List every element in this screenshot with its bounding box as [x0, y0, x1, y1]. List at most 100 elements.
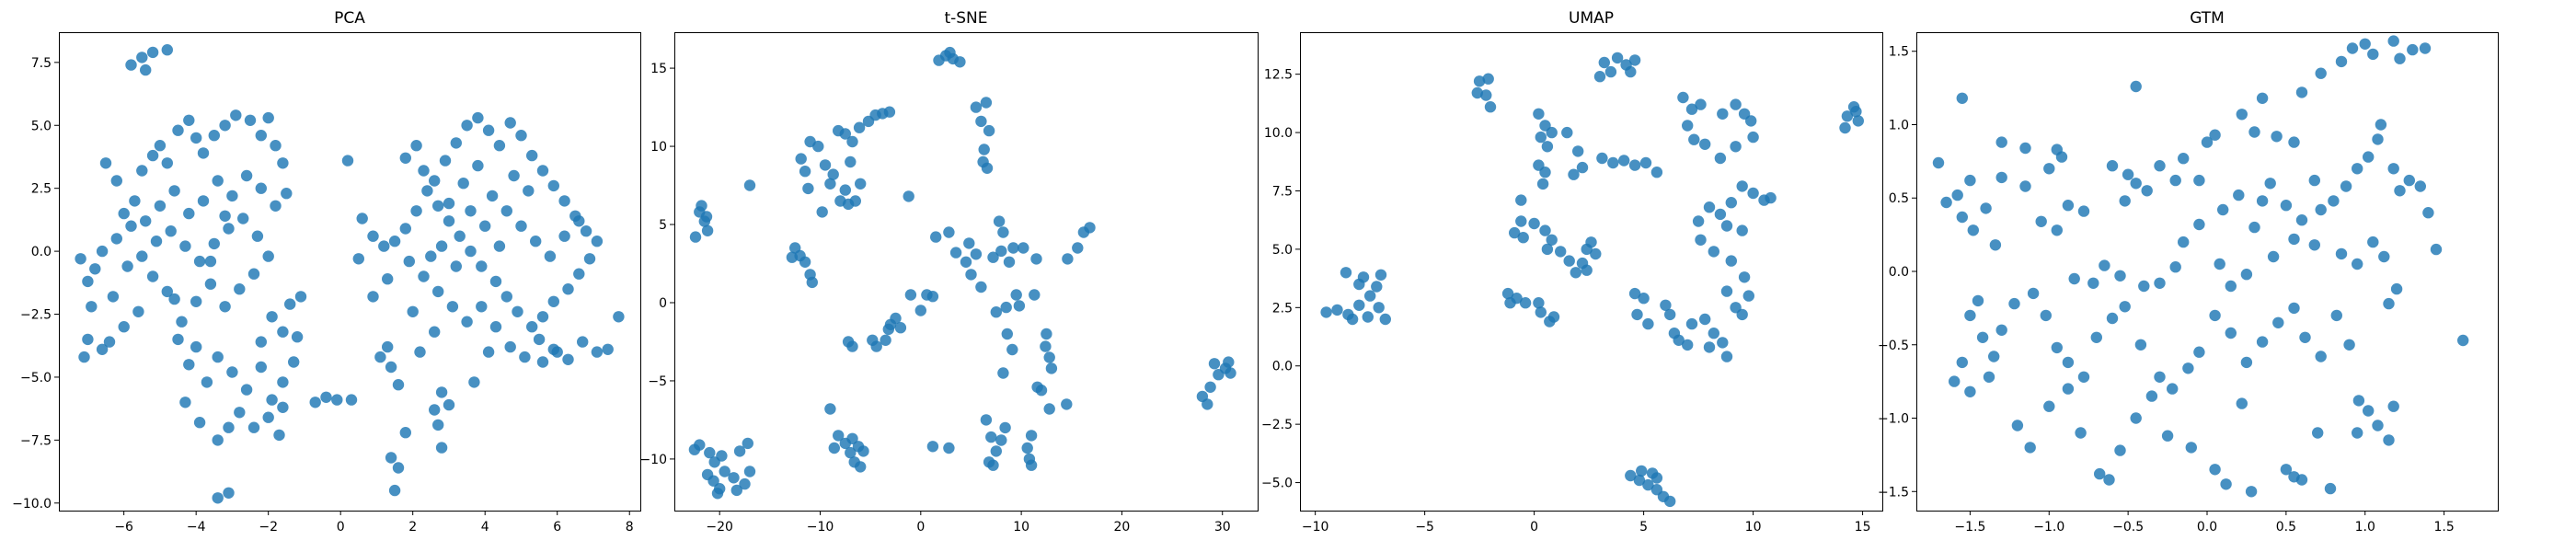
- scatter-point: [284, 298, 296, 310]
- scatter-point: [1660, 299, 1672, 311]
- scatter-point: [331, 394, 343, 406]
- scatter-point: [136, 250, 148, 262]
- y-tick-label: 12.5: [1264, 68, 1293, 83]
- scatter-point: [2119, 195, 2131, 207]
- scatter-point: [983, 124, 995, 137]
- scatter-point: [1638, 293, 1650, 305]
- scatter-point: [2008, 297, 2020, 310]
- scatter-point: [461, 120, 473, 132]
- scatter-point: [1995, 136, 2007, 148]
- scatter-point: [1631, 308, 1643, 321]
- scatter-point: [816, 206, 828, 218]
- scatter-point: [140, 215, 152, 227]
- scatter-point: [2256, 92, 2269, 105]
- scatter-point: [1967, 224, 1979, 236]
- scatter-point: [558, 230, 570, 242]
- x-tick-label: −5: [1415, 520, 1434, 535]
- scatter-point: [2141, 185, 2153, 197]
- x-tick-label: 6: [553, 520, 561, 535]
- x-tick-label: 0: [916, 520, 925, 535]
- scatter-point: [1742, 290, 1755, 302]
- scatter-point: [1590, 247, 1602, 260]
- scatter-point: [562, 353, 574, 365]
- scatter-point: [819, 159, 832, 171]
- scatter-point: [465, 205, 477, 217]
- scatter-point: [1949, 375, 1961, 387]
- scatter-point: [472, 111, 484, 124]
- scatter-point: [1839, 121, 1851, 134]
- scatter-point: [2130, 80, 2142, 93]
- scatter-point: [2248, 221, 2260, 234]
- scatter-point: [1983, 371, 1995, 383]
- scatter-point: [2220, 478, 2232, 490]
- scatter-point: [2178, 236, 2190, 248]
- scatter-point: [1533, 108, 1545, 120]
- scatter-point: [700, 211, 713, 223]
- points-group: [75, 44, 625, 504]
- scatter-point: [1480, 89, 1492, 101]
- scatter-point: [1628, 159, 1641, 171]
- scatter-point: [2312, 427, 2324, 439]
- scatter-point: [2040, 309, 2052, 322]
- scatter-point: [2024, 442, 2036, 454]
- scatter-point: [1031, 381, 1043, 393]
- scatter-point: [2267, 250, 2280, 263]
- scatter-point: [399, 427, 411, 439]
- scatter-point: [2019, 180, 2031, 192]
- scatter-point: [446, 301, 459, 313]
- scatter-point: [558, 195, 570, 207]
- scatter-point: [846, 432, 858, 444]
- y-tick-label: 10: [650, 140, 667, 155]
- scatter-point: [997, 367, 1009, 379]
- scatter-point: [255, 336, 267, 348]
- scatter-point: [2419, 42, 2432, 54]
- x-tick-label: 4: [481, 520, 489, 535]
- scatter-point: [2051, 224, 2063, 236]
- scatter-point: [172, 333, 184, 346]
- scatter-point: [2099, 259, 2110, 271]
- scatter-point: [476, 301, 488, 313]
- scatter-point: [2340, 180, 2352, 192]
- scatter-panel-1: PCA −6 −4 −2 0 2 4 6 8 −10.0 −7.5 −5.0 −2.5 0.0 2.5 5.0…: [12, 9, 641, 535]
- scatter-point: [2193, 218, 2205, 231]
- scatter-point: [385, 361, 397, 374]
- y-tick-label: 0: [659, 296, 667, 311]
- scatter-point: [385, 452, 397, 464]
- scatter-point: [1956, 92, 1968, 105]
- scatter-point: [281, 188, 293, 200]
- scatter-point: [1625, 65, 1637, 78]
- scatter-point: [132, 305, 144, 317]
- scatter-point: [352, 253, 364, 265]
- y-tick-label: 5.0: [31, 119, 52, 133]
- scatter-point: [2372, 420, 2384, 431]
- scatter-point: [255, 182, 267, 194]
- scatter-point: [129, 195, 141, 207]
- scatter-point: [1003, 256, 1016, 268]
- scatter-point: [995, 245, 1007, 258]
- scatter-point: [2288, 302, 2300, 315]
- scatter-point: [479, 220, 491, 232]
- scatter-point: [1568, 168, 1580, 180]
- scatter-point: [418, 270, 430, 282]
- x-tick-label: 0: [337, 520, 345, 535]
- scatter-point: [1025, 430, 1038, 442]
- scatter-point: [2214, 258, 2225, 270]
- x-tick-label: −6: [114, 520, 133, 535]
- scatter-point: [193, 417, 206, 429]
- scatter-point: [824, 403, 836, 415]
- scatter-point: [237, 213, 249, 224]
- y-tick-label: 0.0: [1272, 360, 1293, 374]
- scatter-point: [1738, 271, 1751, 283]
- scatter-point: [2248, 126, 2260, 138]
- scatter-point: [2352, 258, 2363, 270]
- scatter-point: [2209, 309, 2221, 322]
- scatter-point: [2383, 434, 2395, 446]
- panel-title: PCA: [334, 9, 365, 28]
- scatter-point: [388, 484, 401, 497]
- scatter-point: [1585, 236, 1597, 248]
- scatter-point: [1528, 217, 1540, 230]
- scatter-point: [230, 109, 242, 121]
- scatter-point: [894, 322, 907, 334]
- scatter-point: [1628, 54, 1641, 66]
- scatter-point: [1720, 285, 1733, 297]
